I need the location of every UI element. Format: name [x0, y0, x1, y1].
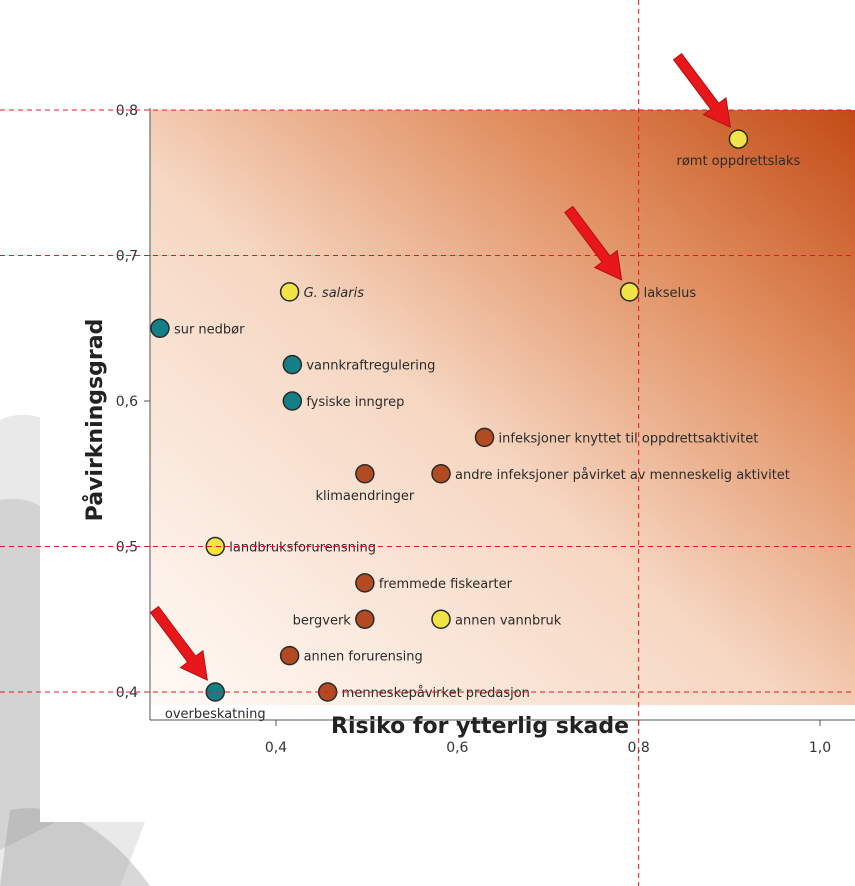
data-point-label: klimaendringer — [316, 489, 415, 504]
data-point — [728, 129, 749, 149]
x-axis-label: Risiko for ytterlig skade — [331, 714, 629, 739]
data-point-label: landbruksforurensning — [229, 541, 376, 556]
data-point-label: annen vannbruk — [455, 613, 562, 628]
data-point — [355, 464, 375, 484]
highlight-arrow — [149, 605, 208, 681]
highlight-arrow — [672, 53, 732, 128]
data-point-label: fysiske inngrep — [306, 395, 404, 410]
data-point — [150, 318, 170, 338]
data-point-label: annen forurensing — [304, 650, 423, 665]
data-point-label: fremmede fiskearter — [379, 577, 513, 592]
x-tick-label: 1,0 — [809, 740, 831, 756]
data-point — [619, 282, 640, 302]
data-point-label: bergverk — [293, 613, 352, 628]
y-axis-label: Påvirkningsgrad — [82, 319, 108, 522]
data-point-label: rømt oppdrettslaks — [676, 154, 800, 169]
data-point-label: sur nedbør — [174, 322, 245, 337]
data-point-label: G. salaris — [304, 286, 365, 301]
data-point — [431, 464, 451, 484]
data-point — [282, 354, 303, 375]
data-point — [279, 282, 300, 302]
y-tick-label: 0,4 — [116, 685, 138, 701]
data-point-label: lakselus — [644, 286, 697, 301]
data-point — [205, 682, 226, 702]
data-point-label: infeksjoner knyttet til oppdrettsaktivit… — [499, 431, 759, 446]
y-tick-label: 0,7 — [116, 249, 138, 265]
x-tick-label: 0,6 — [446, 740, 468, 756]
data-point-label: andre infeksjoner påvirket av menneskeli… — [455, 468, 790, 483]
data-point-label: overbeskatning — [165, 707, 266, 722]
data-point — [355, 609, 375, 629]
highlight-arrow — [564, 205, 623, 281]
data-point — [279, 645, 300, 666]
y-tick-label: 0,8 — [116, 103, 138, 119]
data-point-label: menneskepåvirket predasjon — [342, 686, 530, 701]
plot-area-background — [150, 110, 855, 705]
data-point — [431, 609, 451, 629]
data-point — [474, 427, 495, 448]
data-point-label: vannkraftregulering — [306, 359, 435, 374]
y-tick-label: 0,5 — [116, 540, 138, 556]
x-tick-label: 0,4 — [265, 740, 287, 756]
data-point — [355, 573, 375, 593]
y-tick-label: 0,6 — [116, 394, 138, 410]
data-point — [205, 536, 226, 557]
data-point — [282, 391, 303, 411]
